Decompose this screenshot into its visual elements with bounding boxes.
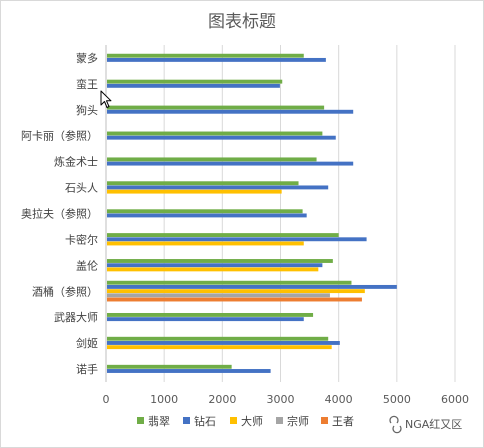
category-label: 武器大师 <box>54 310 98 324</box>
category-label: 剑姬 <box>76 336 98 350</box>
category-label: 狗头 <box>76 104 98 117</box>
category-label: 蛮王 <box>76 77 98 91</box>
legend-label-王者: 王者 <box>332 415 354 428</box>
bar-钻石-卡密尔 <box>107 237 367 242</box>
bar-翡翠-诺手 <box>107 364 232 369</box>
category-label: 诺手 <box>76 362 98 376</box>
bar-钻石-奥拉夫（参照） <box>107 213 307 218</box>
bar-钻石-盖伦 <box>107 263 323 268</box>
category-label: 阿卡丽（参照） <box>21 129 98 143</box>
category-label: 石头人 <box>65 182 98 195</box>
category-label: 炼金术士 <box>54 155 98 169</box>
bar-翡翠-蛮王 <box>107 79 283 84</box>
bar-钻石-剑姬 <box>107 341 340 345</box>
bar-翡翠-卡密尔 <box>107 233 339 238</box>
bar-钻石-阿卡丽（参照） <box>107 135 336 140</box>
legend-label-大师: 大师 <box>241 414 263 428</box>
legend-swatch-翡翠 <box>137 417 144 424</box>
bar-钻石-诺手 <box>107 369 271 373</box>
bar-钻石-酒桶（参照） <box>107 284 397 289</box>
bar-大师-卡密尔 <box>107 241 304 246</box>
category-label: 卡密尔 <box>65 232 98 246</box>
legend-swatch-大师 <box>230 417 237 424</box>
legend-swatch-钻石 <box>183 417 190 424</box>
chart-title: 图表标题 <box>208 12 276 32</box>
watermark-logo <box>389 415 402 434</box>
watermark-text: NGA红又区 <box>405 418 462 431</box>
legend-label-钻石: 钻石 <box>194 414 216 428</box>
bar-翡翠-奥拉夫（参照） <box>107 209 303 214</box>
x-tick-label-1000: 1000 <box>150 393 178 406</box>
bar-翡翠-石头人 <box>107 181 299 186</box>
legend-swatch-王者 <box>321 417 328 424</box>
bar-钻石-武器大师 <box>107 317 304 322</box>
x-tick-label-6000: 6000 <box>441 393 469 406</box>
category-label: 奥拉夫（参照） <box>21 207 98 221</box>
bar-翡翠-狗头 <box>107 105 325 110</box>
legend-swatch-宗师 <box>276 417 283 424</box>
x-tick-label-2000: 2000 <box>208 393 236 406</box>
bar-钻石-炼金术士 <box>107 161 354 166</box>
category-label: 酒桶（参照） <box>32 284 98 298</box>
bar-大师-剑姬 <box>107 345 332 350</box>
bar-翡翠-剑姬 <box>107 336 329 341</box>
legend-label-翡翠: 翡翠 <box>148 415 170 428</box>
bar-翡翠-盖伦 <box>107 259 333 263</box>
bar-翡翠-酒桶（参照） <box>107 280 352 285</box>
watermark-logo-stroke <box>392 425 402 434</box>
category-label: 盖伦 <box>76 258 98 272</box>
bar-钻石-石头人 <box>107 185 329 190</box>
x-tick-label-4000: 4000 <box>325 393 353 406</box>
bar-宗师-酒桶（参照） <box>107 293 330 298</box>
watermark-logo-stroke <box>389 415 399 424</box>
bar-翡翠-蒙多 <box>107 53 304 58</box>
bar-钻石-蛮王 <box>107 83 280 88</box>
bar-大师-石头人 <box>107 189 282 194</box>
mouse-cursor-icon <box>100 90 112 108</box>
bar-大师-盖伦 <box>107 267 319 272</box>
bar-翡翠-阿卡丽（参照） <box>107 131 323 136</box>
category-label: 蒙多 <box>76 51 98 65</box>
bar-翡翠-武器大师 <box>107 312 314 317</box>
bar-钻石-蒙多 <box>107 57 326 62</box>
x-tick-label-3000: 3000 <box>267 393 295 406</box>
legend-label-宗师: 宗师 <box>287 414 309 428</box>
bar-王者-酒桶（参照） <box>107 297 362 302</box>
x-tick-label-0: 0 <box>103 393 110 406</box>
bar-翡翠-炼金术士 <box>107 157 317 162</box>
bar-大师-酒桶（参照） <box>107 289 365 294</box>
x-tick-label-5000: 5000 <box>383 393 411 406</box>
bar-钻石-狗头 <box>107 109 354 114</box>
